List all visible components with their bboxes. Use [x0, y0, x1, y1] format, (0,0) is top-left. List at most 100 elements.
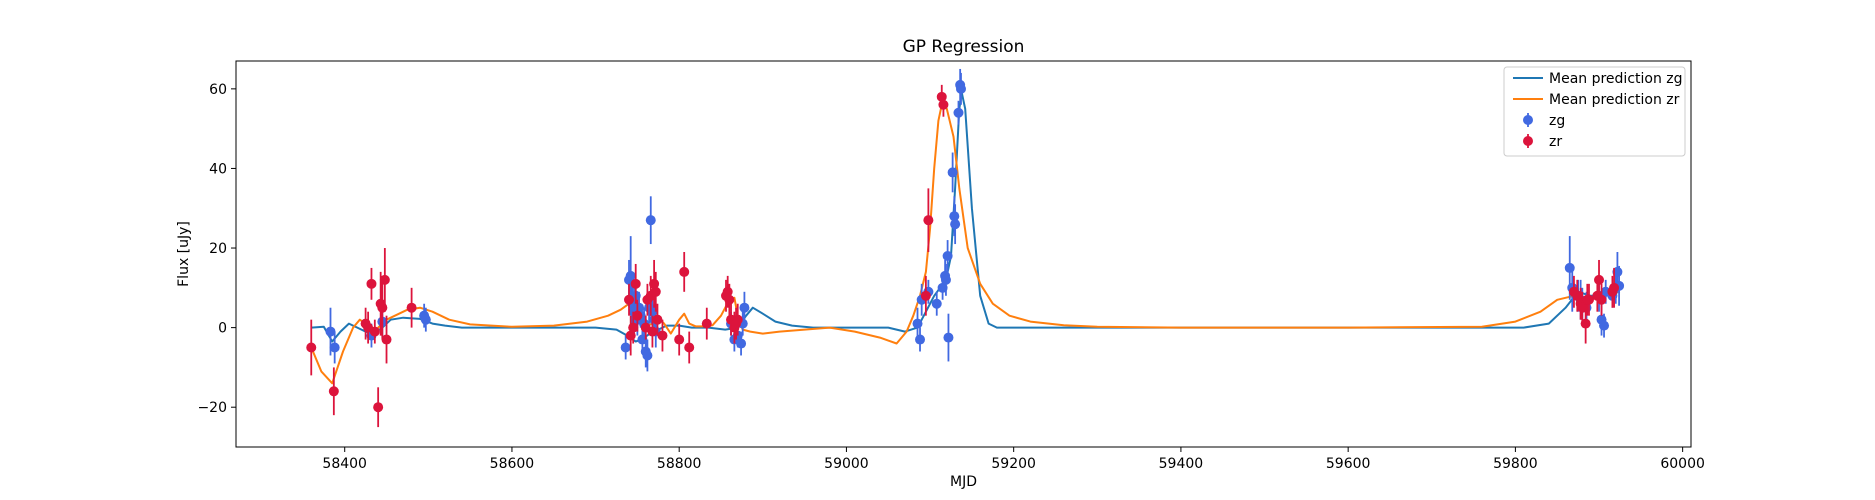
x-tick-label: 58400 — [322, 456, 367, 472]
data-point-zr — [1596, 283, 1607, 316]
marker — [679, 266, 690, 277]
data-point-zr — [724, 283, 735, 316]
marker — [1609, 282, 1620, 293]
marker — [645, 215, 656, 226]
data-point-zr — [632, 299, 643, 332]
legend-label-zr-points: zr — [1549, 134, 1562, 150]
data-point-zr — [1609, 267, 1620, 308]
marker — [915, 334, 926, 345]
marker — [406, 302, 417, 313]
chart-title: GP Regression — [903, 37, 1025, 57]
x-tick-label: 59000 — [824, 456, 869, 472]
marker — [950, 219, 961, 230]
data-point-zr — [373, 387, 384, 428]
line-mean-prediction-zr — [310, 99, 1620, 385]
data-point-zg — [942, 240, 953, 272]
legend-swatch-zr-points — [1523, 134, 1533, 148]
data-point-zr — [366, 267, 377, 300]
data-point-zg — [940, 263, 951, 296]
marker — [647, 326, 658, 337]
y-axis: −20 0 20 40 60 — [197, 82, 236, 416]
y-tick-label: 0 — [218, 321, 227, 337]
marker — [732, 314, 743, 325]
marker — [373, 402, 384, 413]
data-point-zr — [406, 287, 417, 328]
legend-label-zg-points: zg — [1549, 113, 1565, 129]
marker — [1583, 294, 1594, 305]
data-point-zg — [645, 196, 656, 245]
data-point-zr — [701, 307, 712, 340]
x-tick-label: 60000 — [1660, 456, 1705, 472]
marker — [379, 274, 390, 285]
legend-swatch-zg-points — [1523, 113, 1533, 127]
marker — [1594, 274, 1605, 285]
data-point-zr — [920, 275, 931, 316]
marker — [942, 250, 953, 261]
x-axis: 58400 58600 58800 59000 59200 59400 59600 59800… — [322, 447, 1705, 472]
data-point-zg — [950, 204, 961, 245]
data-point-zr — [379, 248, 390, 312]
marker — [632, 310, 643, 321]
marker — [1596, 294, 1607, 305]
x-tick-label: 59200 — [991, 456, 1036, 472]
x-tick-label: 59600 — [1326, 456, 1371, 472]
marker — [947, 167, 958, 178]
legend: Mean prediction zg Mean prediction zr zg… — [1503, 66, 1686, 157]
marker — [684, 342, 695, 353]
marker — [953, 107, 964, 118]
data-point-zg — [736, 331, 747, 356]
marker — [624, 294, 635, 305]
data-point-zg — [642, 339, 653, 372]
marker — [620, 342, 631, 353]
marker — [1580, 318, 1591, 329]
legend-label-zr-line: Mean prediction zr — [1549, 92, 1680, 108]
marker — [931, 298, 942, 309]
marker — [420, 314, 431, 325]
marker — [325, 326, 336, 337]
data-point-zr — [938, 92, 949, 117]
marker — [369, 326, 380, 337]
y-tick-label: −20 — [197, 400, 227, 416]
data-point-zr — [650, 271, 661, 312]
line-mean-prediction-zg — [311, 91, 1621, 343]
marker — [674, 334, 685, 345]
data-point-zr — [1583, 283, 1594, 316]
marker — [724, 294, 735, 305]
marker — [923, 215, 934, 226]
marker — [701, 318, 712, 329]
data-point-zg — [329, 331, 340, 364]
marker — [329, 342, 340, 353]
data-point-zg — [931, 291, 942, 316]
legend-label-zg-line: Mean prediction zg — [1549, 71, 1683, 87]
marker — [739, 302, 750, 313]
marker — [938, 99, 949, 110]
data-point-zg — [420, 307, 431, 332]
marker — [306, 342, 317, 353]
x-tick-label: 58800 — [657, 456, 702, 472]
data-point-zg — [915, 327, 926, 352]
y-tick-label: 20 — [209, 241, 227, 257]
marker — [381, 334, 392, 345]
marker — [630, 278, 641, 289]
y-axis-label: Flux [uJy] — [176, 221, 192, 287]
data-point-zr — [732, 303, 743, 336]
marker — [912, 318, 923, 329]
data-point-zr — [679, 252, 690, 292]
marker — [943, 332, 954, 343]
data-point-zr — [381, 315, 392, 364]
marker — [736, 338, 747, 349]
data-point-zg — [955, 72, 966, 105]
marker — [920, 290, 931, 301]
marker — [328, 386, 339, 397]
data-point-zr — [647, 315, 658, 348]
x-tick-label: 58600 — [490, 456, 535, 472]
data-point-zr — [1594, 259, 1605, 300]
marker — [650, 286, 661, 297]
data-point-zg — [943, 313, 954, 362]
data-point-zg — [1599, 313, 1610, 338]
data-point-zg — [953, 100, 964, 125]
marker — [940, 274, 951, 285]
data-point-zr — [306, 319, 317, 376]
data-point-zr — [328, 367, 339, 416]
